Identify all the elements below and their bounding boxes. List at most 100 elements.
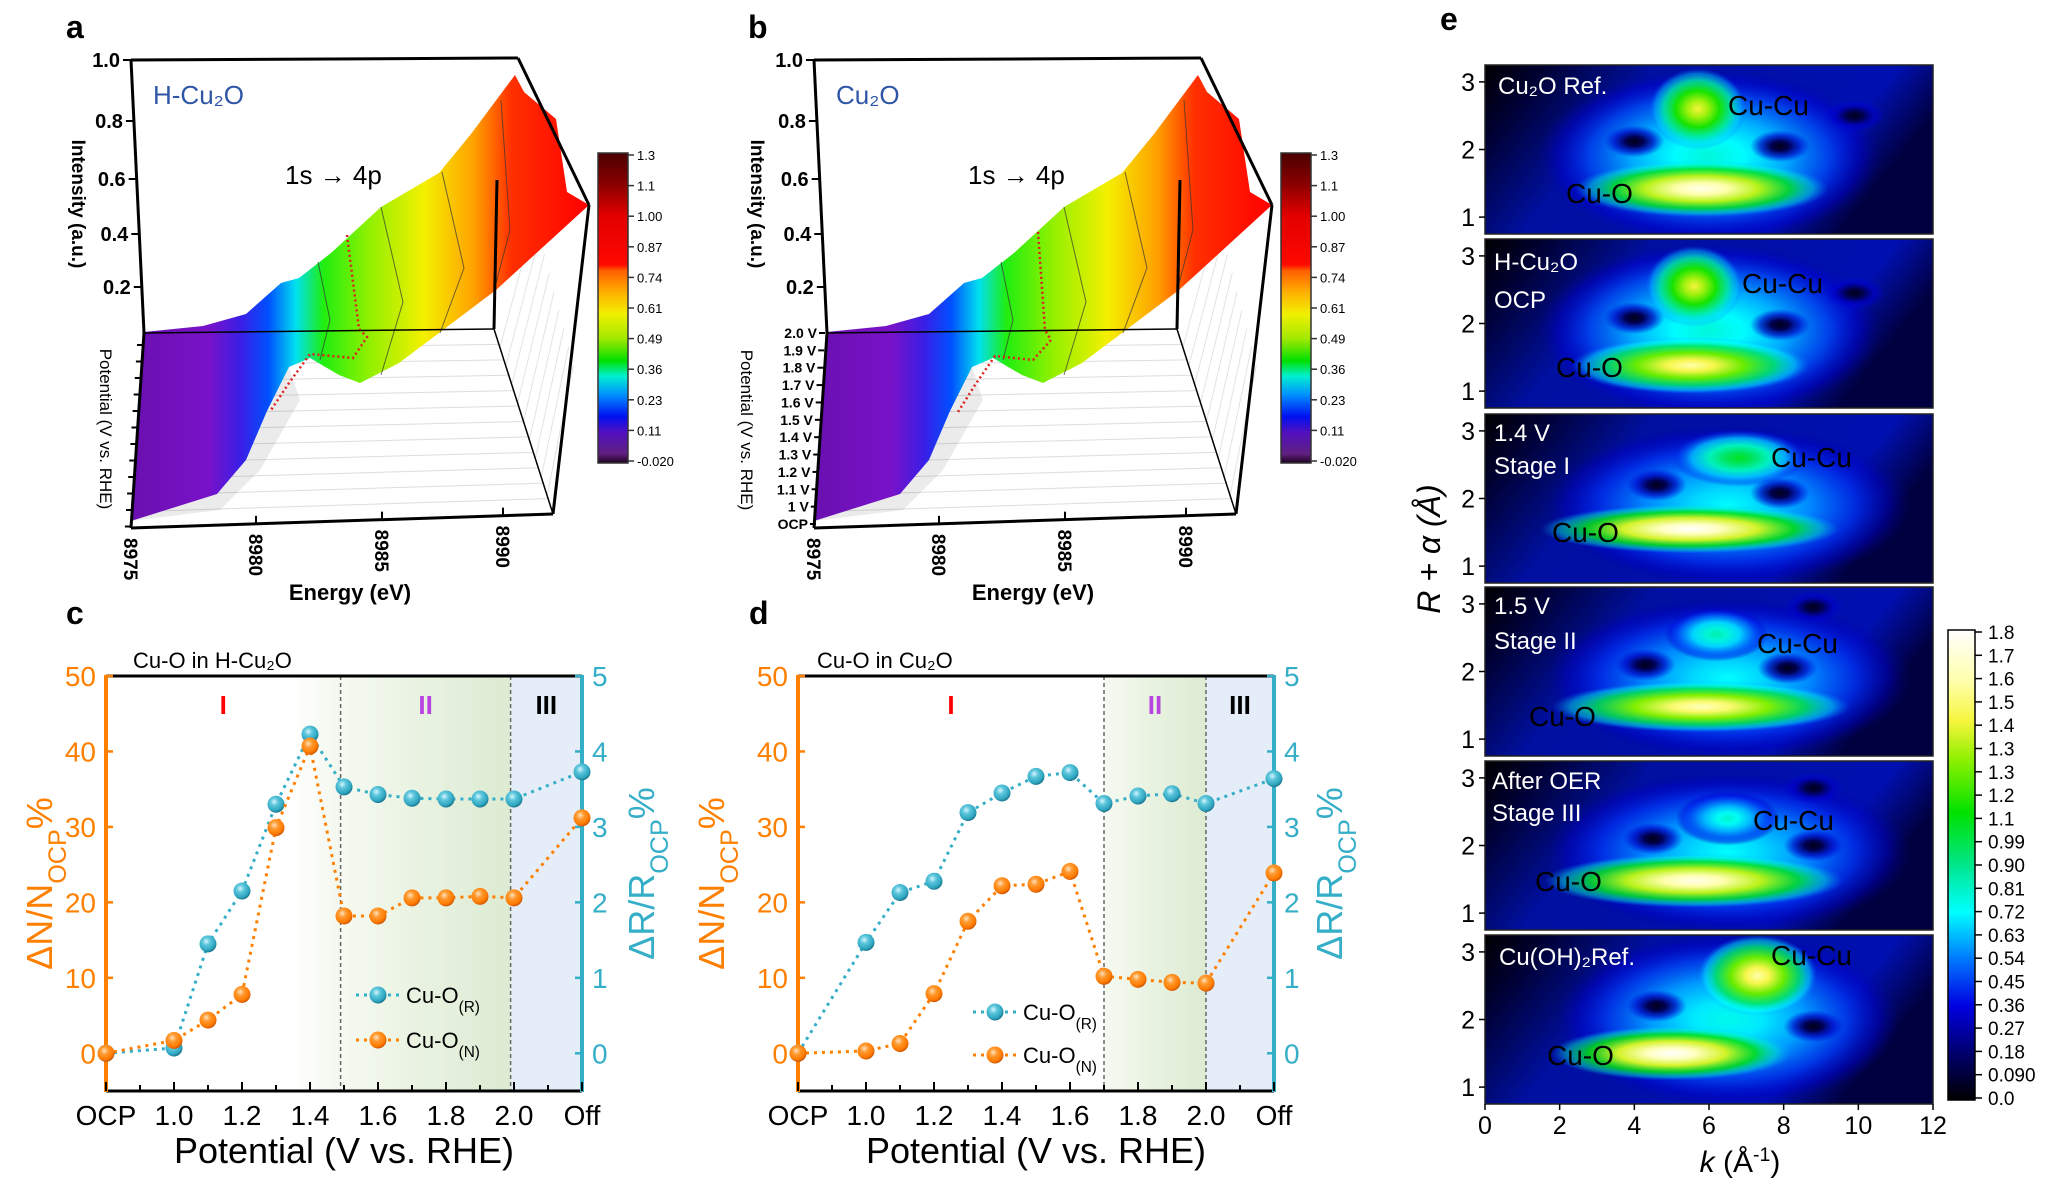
subscript: OCP bbox=[1334, 819, 1362, 874]
data-point-(R) bbox=[1129, 787, 1147, 805]
x-tick-label: 1.8 bbox=[427, 1100, 466, 1131]
text-part: % bbox=[1309, 787, 1350, 819]
box-frame bbox=[812, 56, 1274, 530]
z-tick-label: 0.2 bbox=[786, 277, 814, 299]
heatmap-panel: 3 2 1 Cu₂O Ref. Cu-Cu Cu-O bbox=[1461, 64, 1934, 235]
x-tick-label: 1.8 bbox=[1119, 1100, 1158, 1131]
y-tick-label: 20 bbox=[757, 887, 788, 918]
y2-tick-label: 0 bbox=[592, 1038, 608, 1069]
box-edge bbox=[826, 328, 1178, 334]
data-point-(R) bbox=[471, 790, 489, 808]
colorbar-tick-label: 1.3 bbox=[1988, 763, 2014, 784]
legend-label: Cu-O(N) bbox=[406, 1028, 480, 1061]
colorbar-tick-label: 1.00 bbox=[637, 209, 662, 224]
intensity-minimum bbox=[1623, 822, 1683, 855]
y-tick-label: 3 bbox=[1461, 591, 1475, 619]
colorbar-tick-label: 1.1 bbox=[637, 179, 655, 194]
y-tick-label: 40 bbox=[65, 736, 96, 767]
peak-label-cu-o: Cu-O bbox=[1552, 517, 1619, 548]
peak-label-cu-o: Cu-O bbox=[1547, 1040, 1614, 1071]
panel-label-c: c bbox=[66, 595, 84, 631]
panel-condition-label: Stage I bbox=[1494, 453, 1570, 480]
surface-contour-line bbox=[1122, 171, 1148, 334]
z-tick-label: 0.2 bbox=[103, 277, 131, 299]
colorbar-tick-label: 0.18 bbox=[1988, 1042, 2025, 1063]
x-axis-title: Potential (V vs. RHE) bbox=[174, 1130, 514, 1171]
side-gridline bbox=[505, 235, 541, 367]
data-point-(N) bbox=[1163, 973, 1181, 991]
x-tick-label: OCP bbox=[768, 1100, 829, 1131]
data-point-(N) bbox=[199, 1011, 217, 1029]
pre-edge-marker-line bbox=[269, 234, 369, 411]
region-label-II: II bbox=[1148, 690, 1162, 720]
side-gridline bbox=[511, 254, 545, 385]
y-tick-label: 1 bbox=[1461, 900, 1475, 928]
box-edge bbox=[813, 56, 1202, 62]
legend-marker bbox=[369, 1031, 387, 1049]
y2-tick-label: 2 bbox=[592, 887, 608, 918]
colorbar-tick-label: 0.23 bbox=[1320, 393, 1345, 408]
data-point-(N) bbox=[471, 887, 489, 905]
colorbar-tick-label: 0.36 bbox=[1988, 996, 2025, 1017]
data-point-(N) bbox=[335, 907, 353, 925]
y2-tick-label: 4 bbox=[1284, 736, 1300, 767]
data-point-(R) bbox=[301, 725, 319, 743]
legend-label: Cu-O(R) bbox=[406, 983, 480, 1016]
left-y-axis-title: ΔN/NOCP% bbox=[19, 797, 72, 970]
surface-contour-line bbox=[493, 99, 511, 292]
data-point-(N) bbox=[1027, 875, 1045, 893]
y-tick-label: 2 bbox=[1461, 137, 1475, 165]
x-tick-label: 6 bbox=[1702, 1112, 1716, 1140]
right-y-axis-title: ΔR/ROCP% bbox=[1309, 787, 1362, 960]
heatmap-panel: 3 2 1 H-Cu₂O OCP Cu-Cu Cu-O bbox=[1461, 238, 1934, 409]
data-point-(N) bbox=[891, 1034, 909, 1052]
x-tick-label: 8985 bbox=[370, 530, 391, 573]
box-edge bbox=[812, 59, 829, 334]
y-tick-label: 3 bbox=[1461, 418, 1475, 446]
data-point-(R) bbox=[437, 790, 455, 808]
subscript: OCP bbox=[44, 829, 72, 884]
y2-tick-label: 0 bbox=[1284, 1038, 1300, 1069]
subscript: (R) bbox=[1076, 1016, 1097, 1033]
x-tick-label: 2.0 bbox=[495, 1100, 534, 1131]
side-gridline bbox=[1200, 272, 1233, 404]
heatmap-image bbox=[1485, 587, 1933, 756]
intensity-peak bbox=[1649, 68, 1747, 150]
x-tick-label: 1.6 bbox=[359, 1100, 398, 1131]
peak-label-cu-cu: Cu-Cu bbox=[1753, 805, 1834, 836]
x-tick-label: 4 bbox=[1627, 1112, 1641, 1140]
y-tick-label: 1 V bbox=[788, 499, 810, 515]
y2-tick-label: 1 bbox=[592, 963, 608, 994]
intensity-minimum bbox=[1783, 1010, 1844, 1043]
intensity-peak bbox=[1570, 337, 1810, 394]
subscript: (R) bbox=[459, 999, 480, 1016]
sample-label: H-Cu₂O bbox=[153, 80, 244, 110]
y-tick-label: 2 bbox=[1461, 486, 1475, 514]
heatmap-panel: 3 2 1 1.5 V Stage II Cu-Cu Cu-O bbox=[1461, 586, 1934, 757]
y-tick-label: 1.2 V bbox=[778, 464, 811, 480]
data-point-(N) bbox=[1129, 970, 1147, 988]
colorbar-tick-label: 0.36 bbox=[637, 362, 662, 377]
text-part: ΔN/N bbox=[691, 884, 732, 970]
data-point-(N) bbox=[1061, 862, 1079, 880]
box-edge bbox=[129, 59, 146, 334]
data-point-(N) bbox=[267, 819, 285, 837]
region-I-band bbox=[798, 676, 1104, 1091]
box-edge bbox=[493, 328, 554, 515]
data-point-(R) bbox=[1027, 767, 1045, 785]
colorbar-tick-label: 1.00 bbox=[1320, 209, 1345, 224]
x-axis-title: k (Å-1) bbox=[1700, 1144, 1781, 1179]
y-axis-title: R + α (Å) bbox=[1411, 484, 1447, 613]
x-tick-label: Off bbox=[564, 1100, 601, 1131]
region-III-band bbox=[1206, 676, 1274, 1091]
y2-tick-label: 3 bbox=[592, 812, 608, 843]
y-tick-label: 1.7 V bbox=[782, 377, 815, 393]
panel-label-e: e bbox=[1440, 1, 1458, 37]
z-tick-label: 1.0 bbox=[775, 50, 803, 72]
colorbar-tick-label: 0.61 bbox=[637, 301, 662, 316]
subscript: OCP bbox=[646, 819, 674, 874]
y2-tick-label: 3 bbox=[1284, 812, 1300, 843]
data-point-(R) bbox=[1265, 770, 1283, 788]
right-y-axis-title: ΔR/ROCP% bbox=[621, 787, 674, 960]
